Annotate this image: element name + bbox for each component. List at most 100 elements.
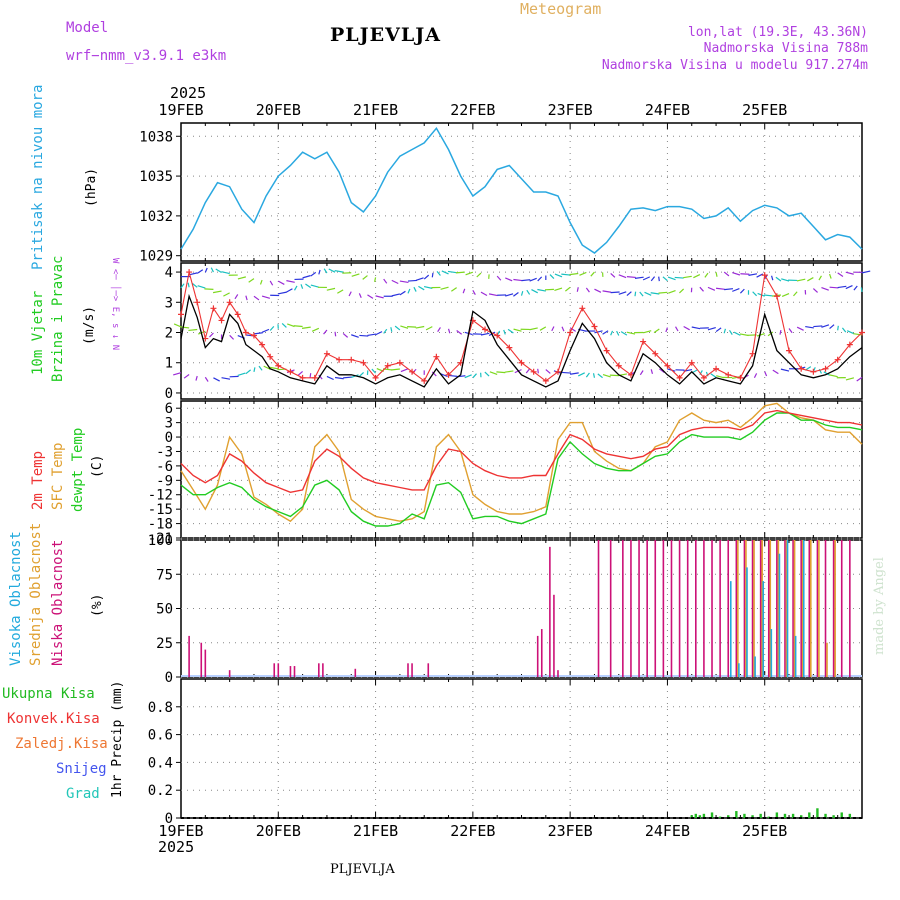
wind-gust-marker [372, 374, 379, 381]
wind-direction-arrow [210, 267, 214, 273]
wind-direction-arrow [691, 326, 701, 330]
wind-direction-arrow [431, 371, 437, 377]
wind-gust-marker [579, 305, 586, 312]
wind-direction-arrow [626, 291, 632, 297]
wind-direction-arrow [326, 375, 334, 381]
dewpoint-line [180, 412, 863, 527]
wind-direction-arrow [812, 288, 818, 293]
wind-direction-arrow [772, 369, 779, 375]
wind-direction-arrow [480, 291, 488, 296]
wind-direction-arrow [472, 373, 477, 379]
precip-legend-convective: Konvek.Kisa [7, 711, 100, 727]
wind-gust-marker [846, 341, 853, 348]
wind-direction-arrow [639, 291, 644, 297]
wind-gust-marker [834, 356, 841, 363]
wind-direction-arrow [407, 279, 417, 282]
lonlat-label: lon,lat (19.3E, 43.36N) [687, 25, 868, 40]
wind-direction-arrow [305, 283, 312, 289]
wind-direction-arrow [269, 366, 279, 370]
wind-direction-arrow [716, 375, 725, 379]
wind-direction-arrow [780, 368, 790, 372]
wind-direction-arrow [710, 373, 717, 378]
wind-direction-arrow [829, 324, 835, 330]
wind-direction-arrow [223, 292, 230, 297]
wind-direction-arrow [715, 272, 718, 277]
precip-bar [767, 816, 770, 818]
precip-bar [727, 815, 730, 818]
wind-direction-arrow [489, 371, 498, 375]
y-tick-label-2: -3 [156, 444, 173, 460]
wind-direction-arrow [391, 293, 401, 297]
wind-gust-marker [725, 371, 732, 378]
wind-gust-marker [259, 341, 266, 348]
wind-gust-marker [433, 353, 440, 360]
wind-direction-arrow [650, 276, 656, 282]
wind-direction-arrow [675, 326, 679, 332]
y-tick-label-0: 1038 [139, 129, 173, 145]
wind-direction-arrow [594, 330, 603, 334]
day-label-bottom: 22FEB [450, 822, 495, 840]
wind-gust-marker [311, 374, 318, 381]
wind-gust-marker [700, 374, 707, 381]
wind-direction-arrow [752, 291, 758, 297]
wind-direction-arrow [526, 289, 531, 295]
wind-gust-marker [615, 362, 622, 369]
wind-direction-arrow [513, 328, 522, 332]
precip-bar [832, 815, 835, 818]
wind-direction-arrow [650, 292, 660, 295]
wind-gust-marker [640, 338, 647, 345]
wind-direction-arrow [310, 271, 317, 277]
wind-direction-arrow [253, 295, 260, 301]
day-label-top: 20FEB [256, 101, 301, 119]
wind-direction-arrow [407, 288, 411, 294]
wind-direction-arrow [328, 268, 336, 273]
wind-gust-marker [482, 326, 489, 333]
wind-direction-arrow [610, 291, 620, 294]
wind-direction-arrow [658, 291, 668, 294]
wind-direction-arrow [653, 328, 660, 334]
wind-direction-arrow [554, 273, 563, 278]
wind-gust-marker [275, 362, 282, 369]
wind-gust-marker [518, 359, 525, 366]
wind-direction-arrow [440, 286, 449, 290]
wind-direction-arrow [196, 269, 204, 274]
wind-direction-arrow [187, 282, 190, 288]
y-tick-label-0: 1032 [139, 209, 173, 225]
day-label-top: 22FEB [450, 101, 495, 119]
wind-direction-arrow [309, 373, 312, 378]
precip-bar [694, 813, 698, 818]
wind-direction-arrow [318, 374, 323, 380]
wind-direction-arrow [610, 330, 614, 336]
wind-direction-arrow [431, 272, 434, 278]
wind-direction-arrow [204, 376, 209, 382]
wind-direction-arrow [837, 325, 839, 331]
wind-direction-arrow [639, 370, 644, 376]
wind-direction-arrow [723, 271, 730, 277]
wind-direction-arrow [400, 368, 409, 373]
day-label-top: 25FEB [742, 101, 787, 119]
wind-gust-marker [421, 377, 428, 384]
wind-gust-marker [194, 299, 201, 306]
wind-direction-arrow [781, 292, 790, 297]
wind-gust-marker [822, 365, 829, 372]
y-tick-label-4: 0 [165, 811, 173, 827]
wind-direction-arrow [643, 330, 652, 334]
wind-direction-arrow [480, 332, 490, 336]
wind-gust-marker [250, 332, 257, 339]
wind-direction-arrow [374, 277, 377, 282]
wind-gust-marker [396, 359, 403, 366]
wind-gust-marker [336, 356, 343, 363]
wind-direction-arrow [362, 275, 368, 280]
wind-gust-marker [810, 368, 817, 375]
wind-direction-arrow [399, 290, 406, 296]
pressure-line [180, 126, 863, 254]
day-label-top: 23FEB [548, 101, 593, 119]
wind-direction-arrow [334, 376, 344, 380]
wind-direction-arrow [521, 279, 531, 282]
day-label-top: 19FEB [158, 101, 203, 119]
day-label-bottom: 19FEB [158, 822, 203, 840]
wind-direction-arrow [229, 334, 235, 340]
wind-direction-arrow [173, 323, 182, 328]
wind-direction-arrow [188, 272, 198, 276]
wind-direction-arrow [358, 372, 364, 377]
